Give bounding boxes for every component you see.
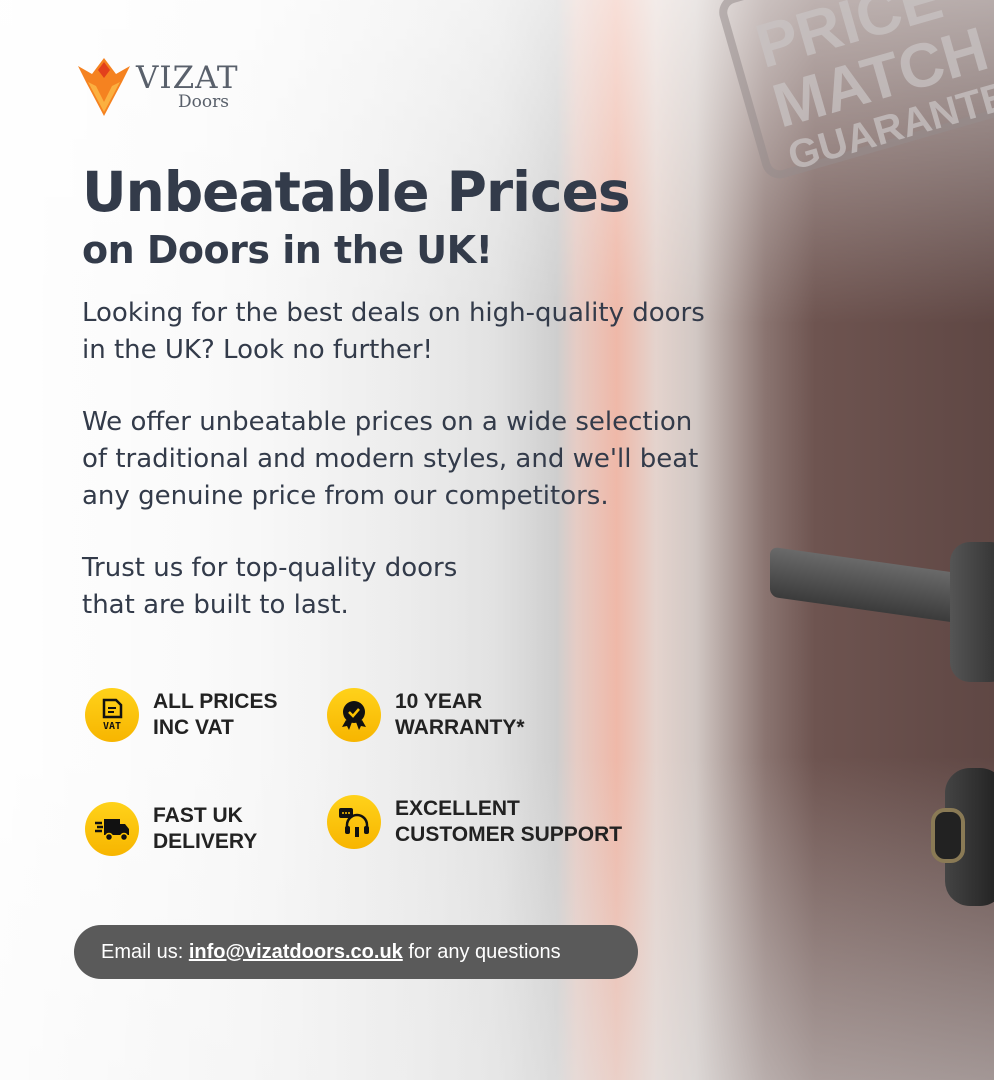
subheadline: on Doors in the UK! [82, 228, 493, 272]
feature-warranty: 10 YEAR WARRANTY* [327, 688, 525, 742]
vat-document-icon: VAT [85, 688, 139, 742]
headline: Unbeatable Prices [82, 160, 631, 224]
intro-paragraph: Looking for the best deals on high-quali… [82, 298, 705, 365]
email-link[interactable]: info@vizatdoors.co.uk [188, 940, 403, 963]
contact-pill: Email us: info@vizatdoors.co.uk for any … [74, 925, 638, 979]
svg-text:VAT: VAT [103, 721, 121, 732]
award-badge-icon [327, 688, 381, 742]
delivery-truck-icon [85, 802, 139, 856]
crown-v-logo-icon [78, 58, 130, 116]
feature-delivery: FAST UK DELIVERY [85, 802, 257, 856]
door-lock [931, 768, 994, 906]
offer-paragraph: We offer unbeatable prices on a wide sel… [82, 407, 699, 511]
vizat-logo: VIZAT Doors [76, 56, 239, 118]
door-handle-rose [950, 542, 994, 682]
trust-paragraph: Trust us for top-quality doors that are b… [82, 553, 458, 620]
feature-vat: VAT ALL PRICES INC VAT [85, 688, 277, 742]
customer-support-headset-icon [327, 795, 381, 849]
feature-support: EXCELLENT CUSTOMER SUPPORT [327, 795, 622, 849]
